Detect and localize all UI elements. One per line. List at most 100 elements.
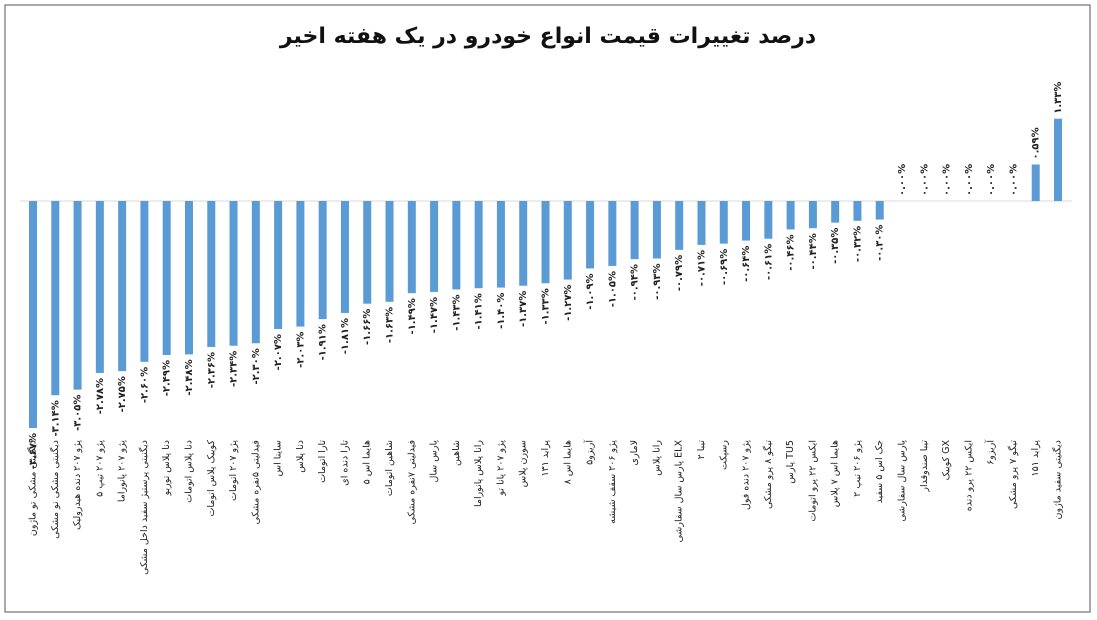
value-label: -۰.۳۰% [875,225,886,261]
bar [719,201,728,244]
category-label: هایما اس ۸ [562,440,573,484]
category-label: تیگو ۷ پرو مشکی [1007,440,1019,509]
category-label: فیدلیتی ۵نفره مشکی [250,440,261,525]
value-label: -۱.۶۳% [385,307,396,343]
value-label: -۲.۴۹% [162,360,173,396]
value-label: ۰.۰۰% [964,164,975,196]
value-label: -۰.۶۴% [741,246,752,282]
category-label: ایکس ۲۲ پرو اتومات [807,440,818,522]
bar [452,201,461,290]
category-label: دیگنیتی مشکی تو ماژون [27,440,39,536]
bar [29,201,37,428]
bar [786,201,795,230]
bar [251,201,260,344]
value-label: -۲.۰۳% [295,332,306,368]
category-label: رانا پلاس پانوراما [473,440,484,507]
bar [563,201,572,280]
bar [742,201,751,241]
category-label: دنا پلاس توربو [161,440,172,496]
bar [831,201,840,223]
category-label: لاماری [629,440,640,465]
value-label: -۲.۳۴% [229,351,240,387]
bar [184,201,193,355]
category-label: پارس سال سفارشی [897,440,908,522]
value-label: -۱.۳۷% [518,291,529,327]
category-label: پارس سال سفارشی ELX [674,440,685,543]
value-label: -۰.۶۱% [763,244,774,280]
bar [808,201,817,229]
category-label: کوییک GX [941,440,952,481]
category-label: ساینا اس [273,440,284,477]
value-label: -۲.۶۰% [139,367,150,403]
category-label: پژو ۲۰۷ تیپ ۵ [94,440,105,497]
bar [652,201,661,259]
bar [853,201,862,221]
value-label: ۰.۰۰% [897,164,908,196]
category-label: دیگنیتی پرستیژ سفید داخل مشکی [138,440,150,575]
category-label: پارس TU5 [785,440,796,484]
bar [608,201,617,266]
category-label: پژو ۲۰۷ دنده فول [741,440,752,510]
bar [675,201,684,250]
category-label: رسپکت [718,440,729,470]
category-label: هایما اس ۷ پلاس [830,440,841,507]
category-label: سورن پلاس [518,440,529,487]
value-label: -۰.۶۹% [719,249,730,285]
bar [118,201,127,372]
category-label: تیگو ۸ پرو مشکی [762,440,774,509]
value-label: -۱.۴۳% [451,294,462,330]
category-label: پارس سال [429,440,440,483]
value-label: -۱.۴۱% [474,293,485,329]
value-label: -۰.۳۵% [830,228,841,264]
category-label: پژو ۲۰۷ دنده هیدرولیک [72,440,83,530]
category-label: فیدلیتی ۷نفره مشکی [406,440,417,525]
value-label: -۱.۴۰% [496,293,507,329]
chart-title: درصد تغییرات قیمت انواع خودرو در یک هفته… [279,24,816,49]
category-label: هایما اس ۵ [362,440,373,484]
category-label: دنا پلاس [295,440,306,473]
value-label: -۳.۰۵% [73,395,84,431]
bar [541,201,550,284]
bar [140,201,149,362]
value-label: ۰.۰۰% [919,164,930,196]
category-label: تارا دنده ای [339,440,350,486]
value-label: -۳.۱۴% [50,400,61,436]
category-label: رانا پلاس [651,440,662,476]
bar [764,201,773,239]
bar [296,201,305,327]
bar [697,201,706,245]
value-label: ۰.۰۰% [986,164,997,196]
value-label: -۰.۳۲% [852,226,863,262]
bar [162,201,171,356]
value-label: ۰.۵۹% [1031,127,1042,159]
category-label: تیبا صندوقدار [919,440,930,493]
bar [95,201,104,373]
bar [229,201,238,346]
category-label: شاهین [451,440,462,466]
bar [1031,164,1040,201]
category-label: کوییک پلاس اتومات [206,440,217,517]
value-label: -۲.۰۷% [273,334,284,370]
category-label: ایکس ۲۲ پرو دنده [963,440,974,511]
value-label: -۲.۷۵% [117,376,128,412]
bar [385,201,394,302]
bar [474,201,483,289]
value-label: ۱.۳۳% [1053,82,1064,114]
bar [51,201,60,396]
category-label: تارا اتومات [317,440,328,483]
category-label: پژو ۲۰۶ تیپ ۲ [852,440,863,497]
value-label: -۱.۲۷% [563,285,574,321]
category-label: شاهین اتومات [384,440,395,496]
bar [407,201,416,294]
value-label: -۱.۴۹% [407,298,418,334]
value-label: -۲.۳۶% [206,352,217,388]
bar [207,201,216,347]
value-label: -۳.۶۷% [28,433,39,469]
value-label: -۱.۸۱% [340,318,351,354]
category-label: پژو ۲۰۷ اتومات [228,440,239,501]
value-label: -۰.۹۴% [630,264,641,300]
value-label: -۲.۷۸% [95,378,106,414]
bar [363,201,372,304]
category-label: پژو ۲۰۷ پانا تو [495,440,506,497]
